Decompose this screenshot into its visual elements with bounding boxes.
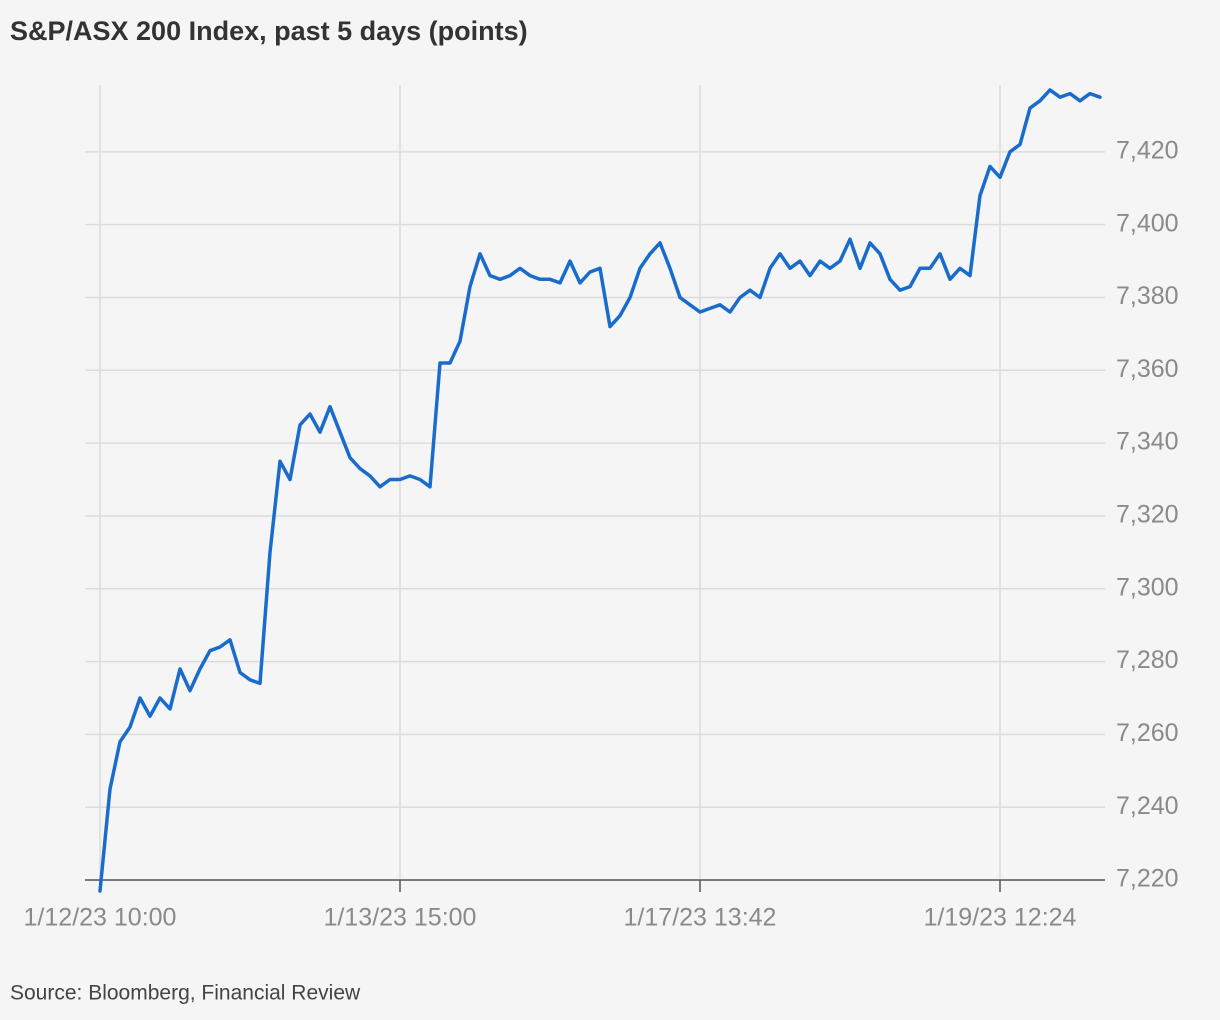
y-tick-label: 7,320	[1116, 501, 1179, 529]
y-tick-label: 7,280	[1116, 646, 1179, 674]
x-tick-label: 1/12/23 10:00	[24, 904, 177, 932]
y-tick-label: 7,340	[1116, 428, 1179, 456]
y-tick-label: 7,420	[1116, 136, 1179, 164]
y-tick-label: 7,380	[1116, 282, 1179, 310]
y-tick-label: 7,240	[1116, 792, 1179, 820]
y-tick-label: 7,300	[1116, 573, 1179, 601]
y-tick-label: 7,400	[1116, 209, 1179, 237]
y-tick-label: 7,260	[1116, 719, 1179, 747]
y-tick-label: 7,220	[1116, 865, 1179, 893]
chart-title: S&P/ASX 200 Index, past 5 days (points)	[10, 16, 528, 46]
x-tick-label: 1/13/23 15:00	[324, 904, 477, 932]
x-tick-label: 1/19/23 12:24	[924, 904, 1077, 932]
price-line	[98, 88, 1102, 893]
y-tick-label: 7,360	[1116, 355, 1179, 383]
source-note: Source: Bloomberg, Financial Review	[10, 982, 361, 1005]
x-tick-label: 1/17/23 13:42	[624, 904, 777, 932]
